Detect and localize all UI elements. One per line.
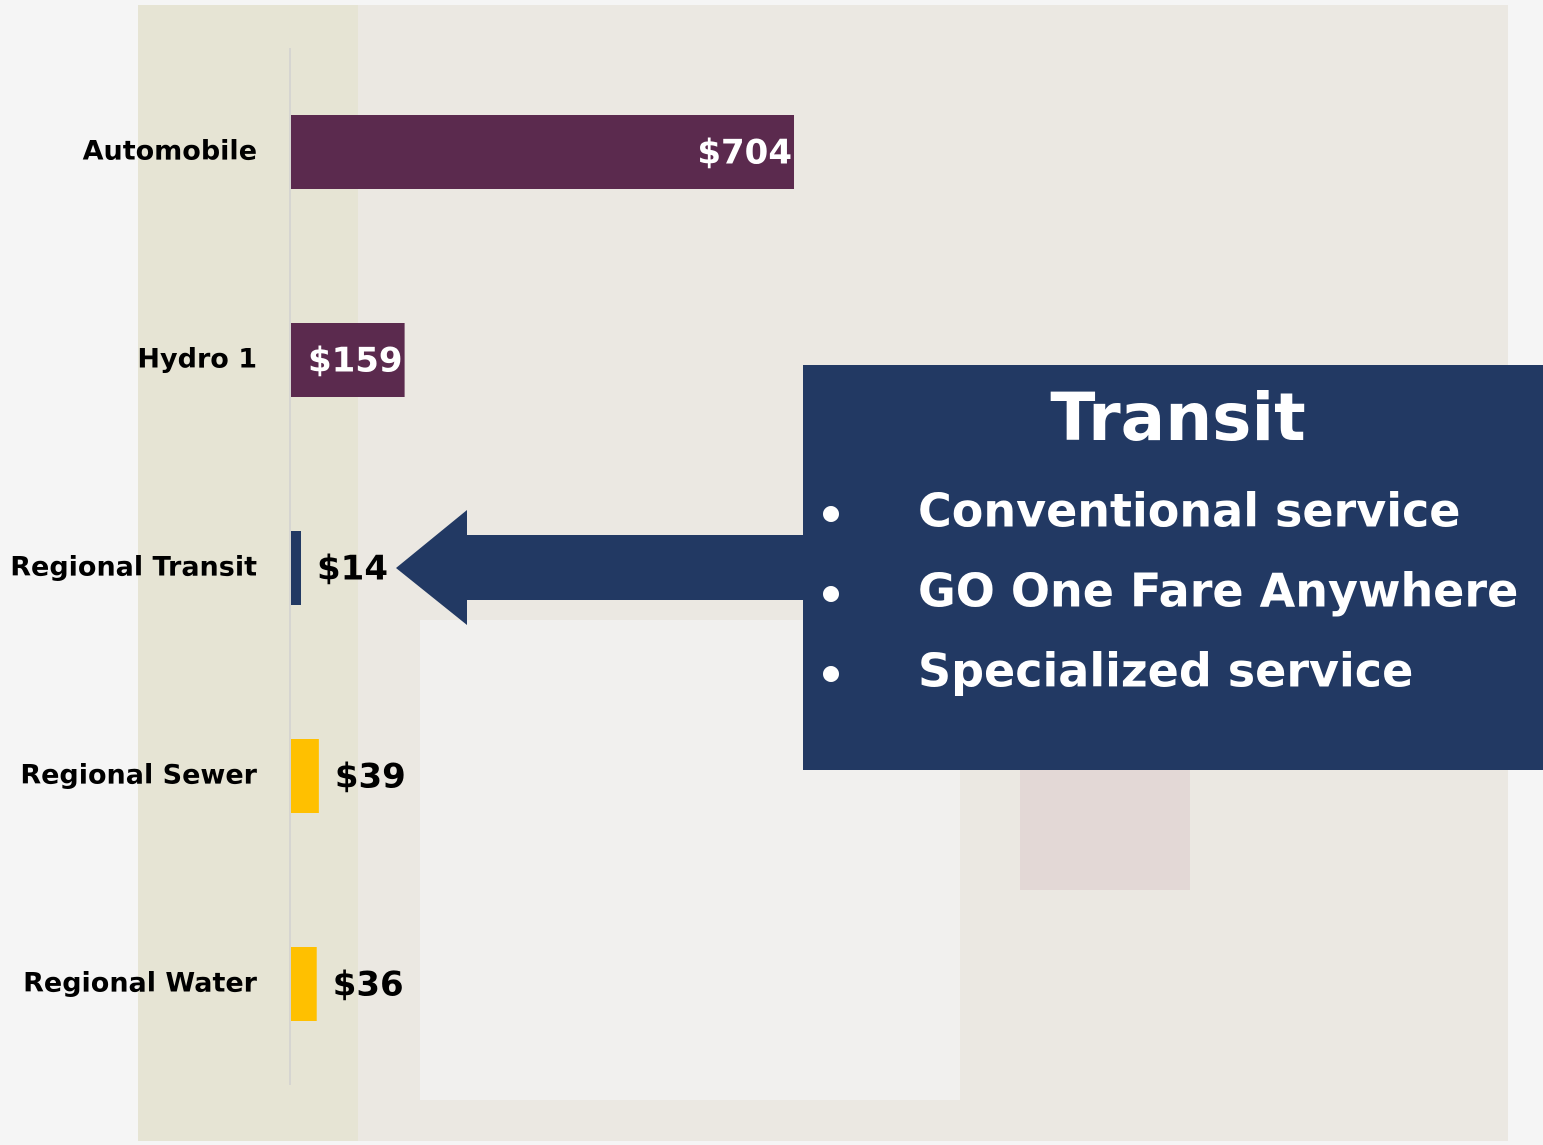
callout-item: GO One Fare Anywhere: [918, 564, 1518, 618]
bullet: [823, 586, 839, 602]
bar: [291, 947, 317, 1021]
callout-title: Transit: [1050, 379, 1305, 456]
category-label: Regional Transit: [10, 552, 257, 583]
bullet: [823, 666, 839, 682]
page: Transit Automobile $704 Hydro 1 $159 Regiona…: [0, 0, 1543, 1141]
bar: [291, 739, 319, 813]
bullet: [823, 506, 839, 522]
photo-car: [1020, 770, 1190, 890]
value-label: $704: [697, 133, 792, 173]
callout-item: Specialized service: [918, 644, 1413, 698]
category-label: Regional Water: [23, 968, 258, 999]
category-label: Hydro 1: [137, 344, 257, 375]
value-label: $159: [308, 341, 403, 381]
category-label: Regional Sewer: [20, 760, 257, 791]
bar: [291, 531, 301, 605]
callout-item: Conventional service: [918, 484, 1460, 538]
value-label: $14: [317, 549, 388, 589]
value-label: $36: [333, 965, 404, 1005]
category-label: Automobile: [83, 136, 257, 167]
value-label: $39: [335, 757, 406, 797]
chart: Transit Automobile $704 Hydro 1 $159 Regiona…: [0, 0, 1543, 1141]
